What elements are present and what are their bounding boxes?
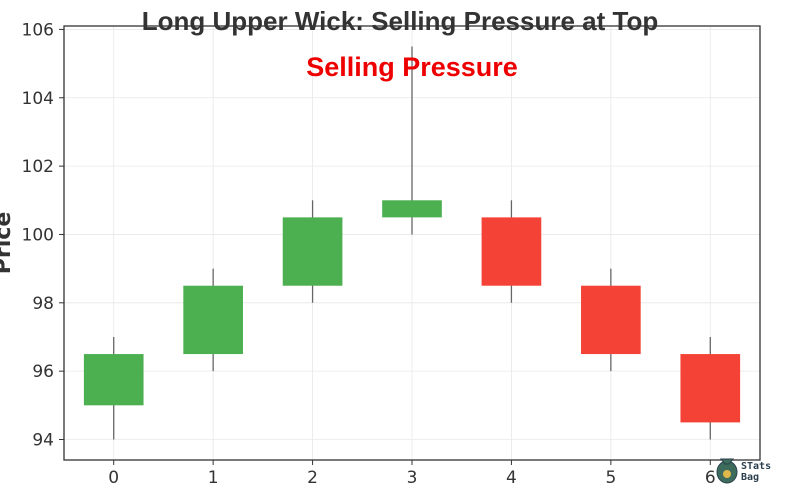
candle-body-up [83,354,144,406]
y-tick-label: 94 [32,430,54,450]
x-tick-label: 4 [506,468,517,488]
money-bag-icon [716,458,738,484]
y-tick-label: 102 [22,157,54,177]
candle-body-down [581,285,641,355]
y-tick-label: 106 [22,20,54,40]
y-tick-label: 98 [32,294,54,314]
candle-body-up [282,217,343,286]
selling-pressure-annotation: Selling Pressure [306,52,518,82]
y-axis-ticks: 94 96 98 100 102 104 106 [22,20,64,450]
x-tick-label: 5 [605,468,616,488]
logo-text-line1: STats [741,461,771,472]
x-tick-label: 2 [307,468,318,488]
chart-title: Long Upper Wick: Selling Pressure at Top [142,6,658,36]
y-tick-label: 100 [22,225,54,245]
x-axis-ticks: 0 1 2 3 4 5 6 [108,460,716,488]
y-axis-label: Price [0,212,16,274]
candle-body-down [680,354,741,423]
candle-body-up [382,200,442,218]
x-tick-label: 0 [108,468,119,488]
x-tick-label: 3 [407,468,418,488]
y-tick-label: 96 [32,362,54,382]
candles [83,46,741,440]
candle-body-down [481,217,542,286]
x-tick-label: 1 [208,468,219,488]
candle-body-up [183,285,243,355]
logo-text-line2: Bag [741,472,759,483]
x-tick-label: 6 [705,468,716,488]
y-tick-label: 104 [22,89,54,109]
